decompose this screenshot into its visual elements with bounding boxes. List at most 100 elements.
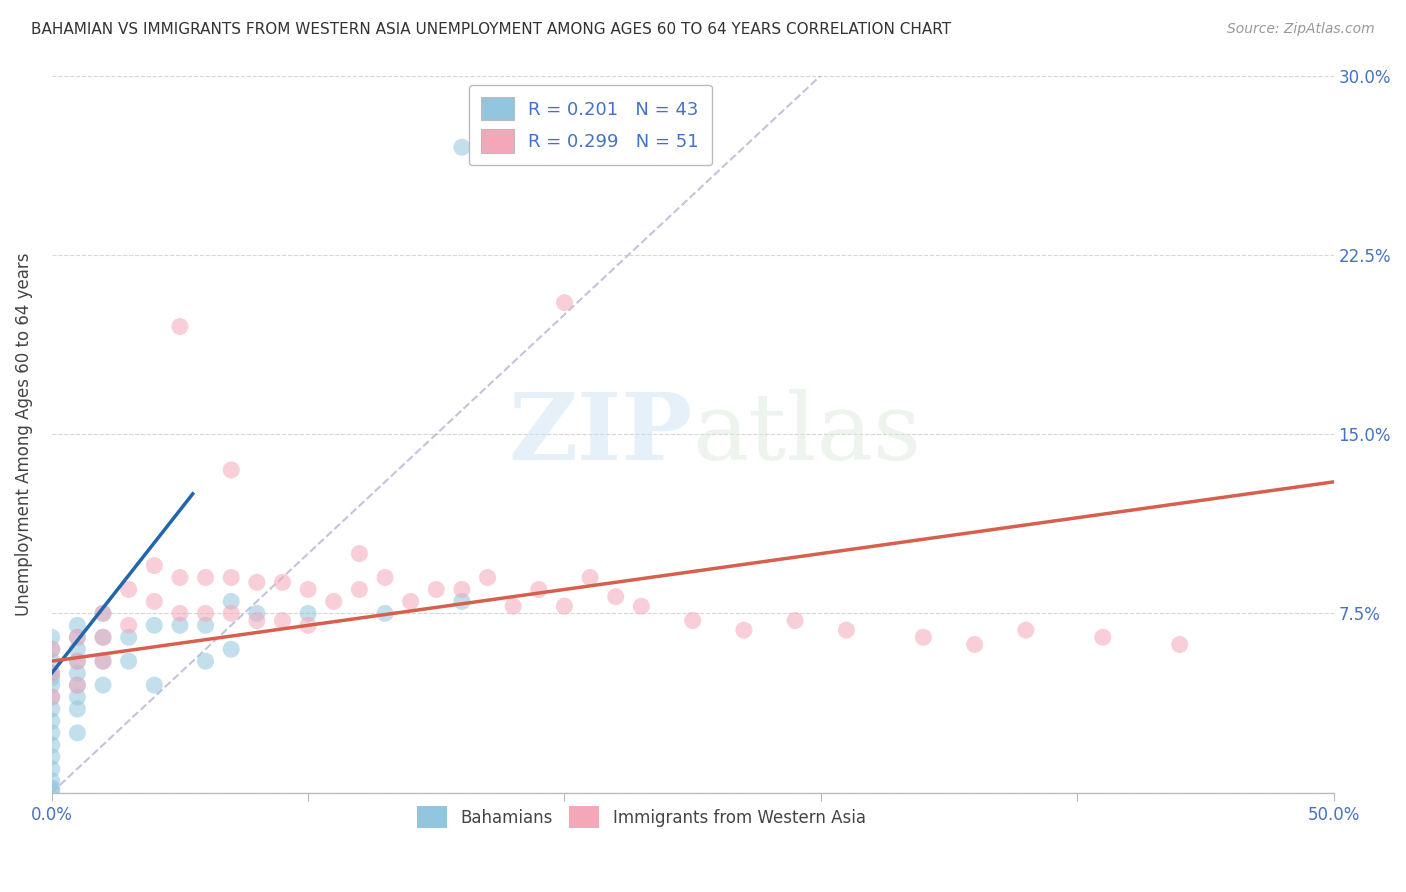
Point <box>91 607 114 621</box>
Point <box>219 642 242 657</box>
Point <box>1091 630 1114 644</box>
Point <box>194 570 217 584</box>
Point <box>66 618 89 632</box>
Point <box>66 678 89 692</box>
Point <box>143 618 166 632</box>
Point <box>41 690 63 704</box>
Point <box>91 678 114 692</box>
Text: ZIP: ZIP <box>509 389 693 479</box>
Point <box>41 671 63 685</box>
Point <box>41 666 63 681</box>
Point <box>41 738 63 752</box>
Point <box>66 654 89 668</box>
Point <box>41 714 63 728</box>
Text: BAHAMIAN VS IMMIGRANTS FROM WESTERN ASIA UNEMPLOYMENT AMONG AGES 60 TO 64 YEARS : BAHAMIAN VS IMMIGRANTS FROM WESTERN ASIA… <box>31 22 950 37</box>
Point <box>41 702 63 716</box>
Point <box>399 594 422 608</box>
Point <box>91 654 114 668</box>
Point <box>297 618 319 632</box>
Point <box>41 762 63 776</box>
Point <box>963 637 986 651</box>
Point <box>553 599 575 614</box>
Point <box>785 614 807 628</box>
Point <box>41 666 63 681</box>
Point <box>219 594 242 608</box>
Point <box>143 678 166 692</box>
Point <box>169 607 191 621</box>
Point <box>41 642 63 657</box>
Point <box>630 599 652 614</box>
Point <box>66 630 89 644</box>
Point <box>374 570 396 584</box>
Point <box>1015 623 1038 637</box>
Point <box>322 594 344 608</box>
Point <box>527 582 550 597</box>
Point <box>297 607 319 621</box>
Point <box>41 654 63 668</box>
Point <box>66 690 89 704</box>
Point <box>835 623 858 637</box>
Point <box>194 654 217 668</box>
Point <box>579 570 602 584</box>
Point <box>451 594 474 608</box>
Point <box>219 463 242 477</box>
Point <box>66 654 89 668</box>
Y-axis label: Unemployment Among Ages 60 to 64 years: Unemployment Among Ages 60 to 64 years <box>15 252 32 615</box>
Point <box>66 642 89 657</box>
Point <box>297 582 319 597</box>
Point <box>91 607 114 621</box>
Point <box>349 547 371 561</box>
Point <box>41 780 63 795</box>
Point <box>1168 637 1191 651</box>
Point <box>118 582 141 597</box>
Point <box>194 607 217 621</box>
Point <box>733 623 755 637</box>
Point <box>682 614 704 628</box>
Point <box>41 773 63 788</box>
Point <box>451 582 474 597</box>
Point <box>143 594 166 608</box>
Point <box>271 614 294 628</box>
Point <box>41 630 63 644</box>
Point <box>66 678 89 692</box>
Point <box>912 630 935 644</box>
Point <box>169 319 191 334</box>
Point <box>349 582 371 597</box>
Point <box>169 570 191 584</box>
Point <box>66 666 89 681</box>
Point <box>41 783 63 797</box>
Point <box>91 630 114 644</box>
Point <box>451 140 474 154</box>
Point <box>41 749 63 764</box>
Point <box>219 607 242 621</box>
Point <box>425 582 447 597</box>
Point <box>118 618 141 632</box>
Point <box>41 642 63 657</box>
Point <box>41 726 63 740</box>
Point <box>477 570 499 584</box>
Text: Source: ZipAtlas.com: Source: ZipAtlas.com <box>1227 22 1375 37</box>
Point <box>246 614 269 628</box>
Point <box>91 654 114 668</box>
Point <box>246 575 269 590</box>
Text: atlas: atlas <box>693 389 922 479</box>
Point <box>374 607 396 621</box>
Point <box>194 618 217 632</box>
Point <box>219 570 242 584</box>
Legend: Bahamians, Immigrants from Western Asia: Bahamians, Immigrants from Western Asia <box>411 800 872 835</box>
Point <box>502 599 524 614</box>
Point <box>41 690 63 704</box>
Point <box>118 654 141 668</box>
Point <box>271 575 294 590</box>
Point <box>66 702 89 716</box>
Point <box>246 607 269 621</box>
Point <box>91 630 114 644</box>
Point <box>553 295 575 310</box>
Point <box>66 726 89 740</box>
Point <box>605 590 627 604</box>
Point <box>41 678 63 692</box>
Point <box>143 558 166 573</box>
Point <box>118 630 141 644</box>
Point <box>66 630 89 644</box>
Point <box>169 618 191 632</box>
